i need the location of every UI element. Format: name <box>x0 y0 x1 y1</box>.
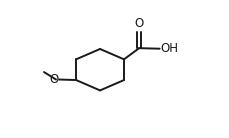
Text: O: O <box>49 73 58 86</box>
Text: OH: OH <box>160 42 178 55</box>
Text: O: O <box>134 17 143 30</box>
